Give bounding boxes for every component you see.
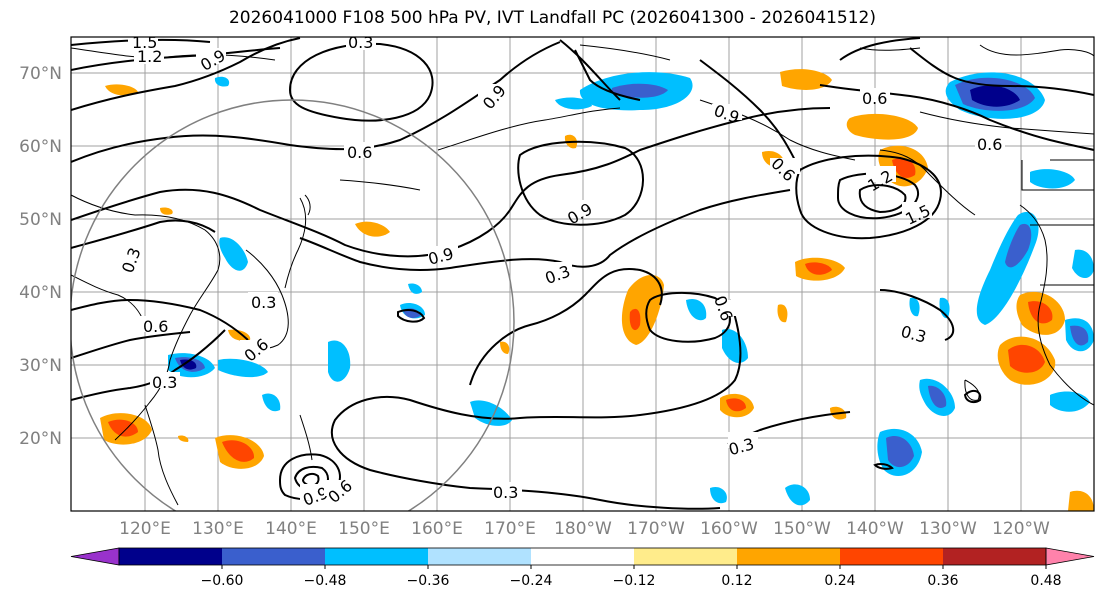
lon-label: 140°W	[846, 519, 904, 539]
colorbar-tick-label: 0.48	[1030, 573, 1061, 589]
lat-label: 30°N	[19, 356, 62, 376]
colorbar-bin	[531, 548, 635, 565]
contour-label: 0.6	[862, 89, 887, 108]
lon-label: 120°W	[992, 519, 1050, 539]
contour-label: 0.3	[152, 373, 177, 392]
colorbar-tick-label: 0.24	[824, 573, 855, 589]
colorbar-tick-label: −0.36	[407, 573, 450, 589]
colorbar-tick-label: −0.48	[304, 573, 347, 589]
contour-label: 0.3	[493, 483, 518, 502]
contour-label: 0.6	[977, 135, 1002, 154]
lon-label: 160°W	[700, 519, 758, 539]
lon-label: 170°E	[484, 519, 536, 539]
lon-label: 120°E	[119, 519, 171, 539]
colorbar-tick-label: 0.12	[721, 573, 752, 589]
map-plot-area: 1.5 1.2 0.9 0.9 0.6 0.3 0.6 0.9 0.9 0.6	[70, 33, 1095, 512]
contour-label: 0.6	[347, 143, 372, 162]
colorbar-extend-high	[1045, 547, 1095, 566]
colorbar-bin	[737, 548, 841, 565]
colorbar-frame	[118, 547, 1047, 566]
colorbar-tick-label: −0.60	[201, 573, 244, 589]
colorbar-extend-low	[70, 547, 120, 566]
contour-label: 0.3	[348, 33, 373, 52]
contour-label: 0.6	[143, 317, 168, 336]
contour-label: 1.2	[137, 47, 162, 66]
contour-label: 0.3	[251, 293, 276, 312]
lat-label: 50°N	[19, 210, 62, 230]
colorbar-bin	[222, 548, 326, 565]
lat-label: 70°N	[19, 64, 62, 84]
colorbar-bin	[119, 548, 223, 565]
colorbar-tick-label: −0.12	[613, 573, 656, 589]
colorbar-bin	[428, 548, 532, 565]
lon-label: 150°W	[773, 519, 831, 539]
colorbar-bin	[943, 548, 1047, 565]
latitude-axis: 70°N 60°N 50°N 40°N 30°N 20°N	[19, 64, 62, 449]
pv-shading	[100, 69, 1094, 511]
colorbar-tick-label: 0.36	[927, 573, 958, 589]
colorbar-tick-label: −0.24	[510, 573, 553, 589]
map-frame	[70, 36, 1095, 512]
lat-label: 60°N	[19, 137, 62, 157]
lon-label: 130°W	[919, 519, 977, 539]
lon-label: 130°E	[192, 519, 244, 539]
map-title: 2026041000 F108 500 hPa PV, IVT Landfall…	[228, 8, 876, 28]
colorbar-bin	[634, 548, 738, 565]
longitude-axis: 120°E 130°E 140°E 150°E 160°E 170°E 180°…	[119, 519, 1050, 539]
colorbar: −0.60 −0.48 −0.36 −0.24 −0.12 0.12 0.24 0.36 0.4…	[70, 547, 1095, 589]
colorbar-bin	[840, 548, 944, 565]
lon-label: 150°E	[338, 519, 390, 539]
coastlines	[71, 44, 1094, 506]
lat-label: 20°N	[19, 429, 62, 449]
lon-label: 170°W	[627, 519, 685, 539]
lon-label: 140°E	[265, 519, 317, 539]
lon-label: 160°E	[411, 519, 463, 539]
lat-label: 40°N	[19, 283, 62, 303]
range-circle	[71, 99, 515, 511]
lon-label: 180°W	[554, 519, 612, 539]
colorbar-bin	[325, 548, 429, 565]
